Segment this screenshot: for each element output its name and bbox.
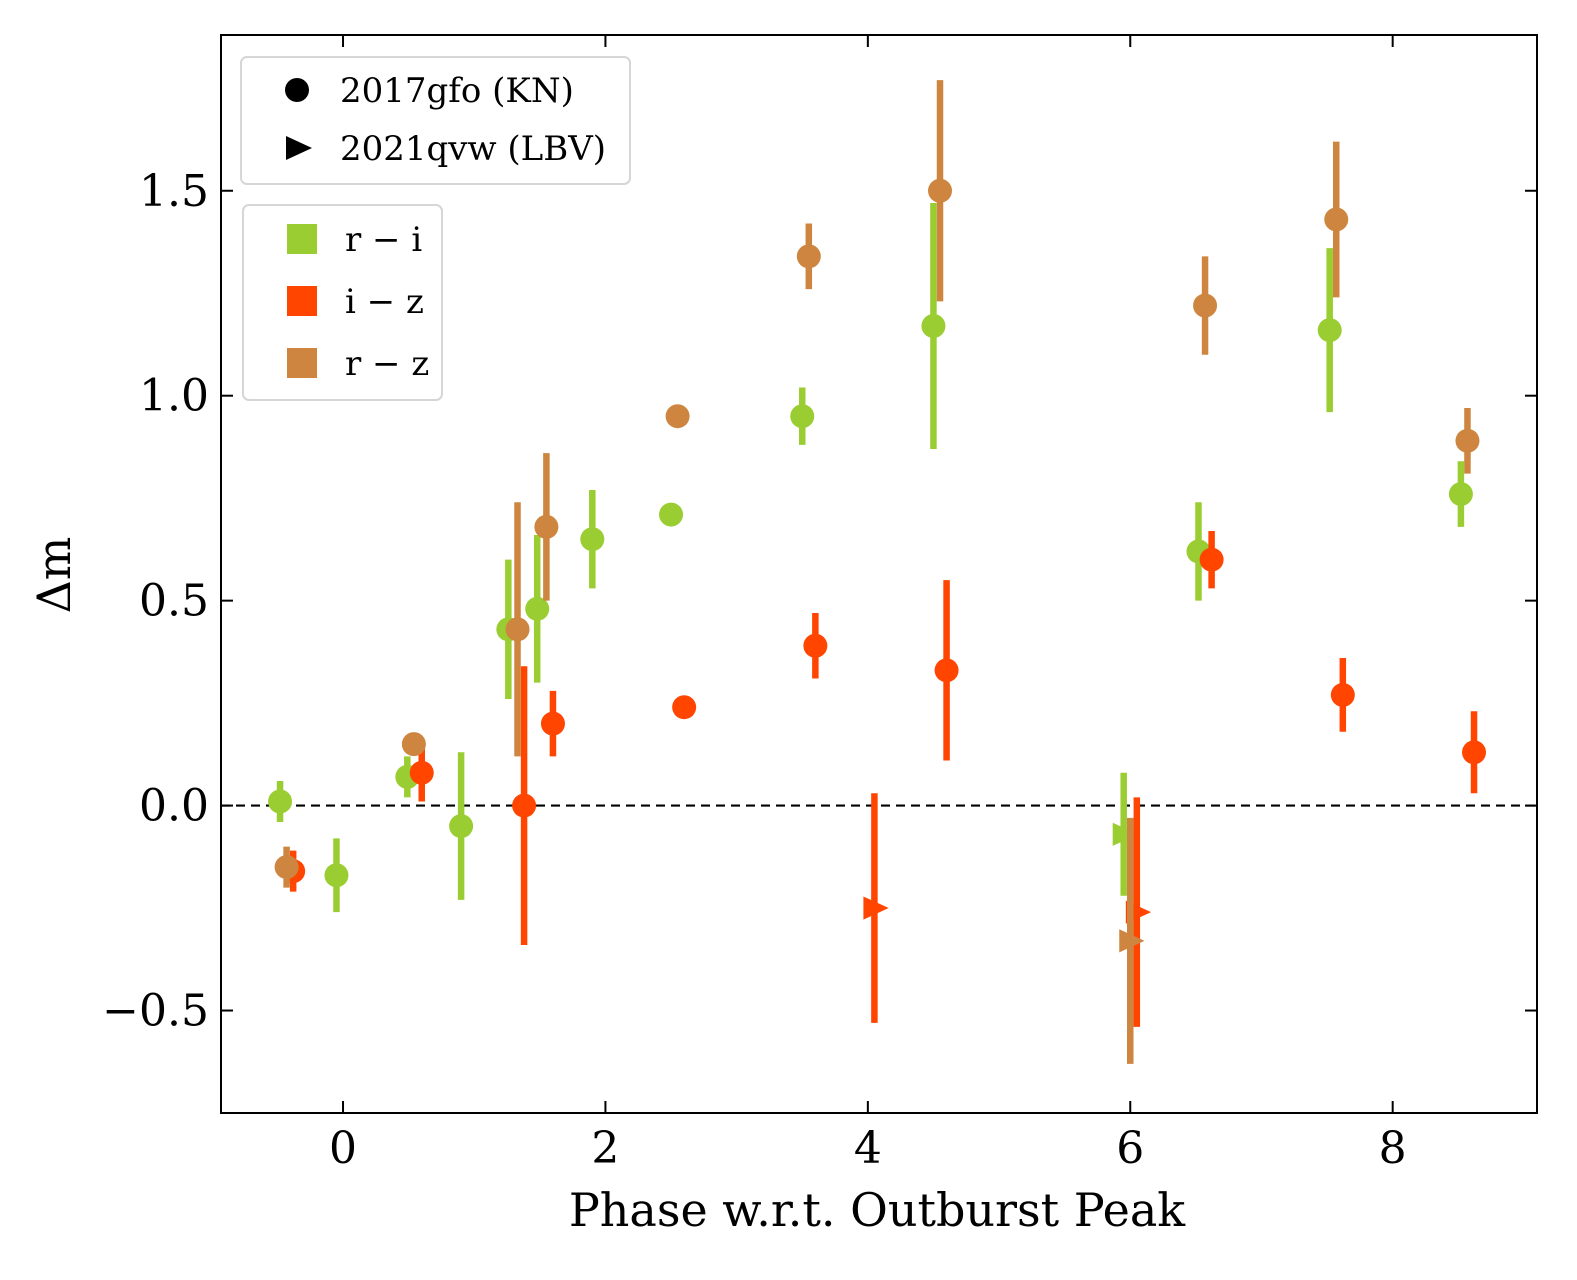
data-point-circle bbox=[1448, 482, 1473, 507]
axes-frame bbox=[220, 34, 1538, 1114]
data-point-circle bbox=[449, 814, 474, 839]
data-point-circle bbox=[659, 502, 684, 527]
data-point-circle bbox=[1462, 740, 1487, 765]
legend-objects: 2017gfo (KN) 2021qvw (LBV) bbox=[240, 56, 631, 185]
y-tick-label: 1.5 bbox=[139, 166, 209, 217]
y-axis-title: Δm bbox=[27, 537, 81, 614]
legend-color-swatch bbox=[287, 348, 317, 378]
legend-color-swatch bbox=[287, 224, 317, 254]
series-3 bbox=[274, 80, 1480, 1064]
legend-colors-label: r − i bbox=[345, 220, 422, 260]
data-point-circle bbox=[1324, 207, 1349, 232]
y-tick-label: 0.5 bbox=[139, 576, 209, 627]
legend-colors-label: i − z bbox=[345, 282, 424, 322]
data-point-circle bbox=[409, 760, 434, 785]
legend-objects-box bbox=[240, 56, 631, 185]
legend-colors: r − i i − z r − z bbox=[242, 204, 443, 401]
y-tick-label: 0.0 bbox=[139, 781, 209, 832]
data-point-circle bbox=[580, 527, 605, 552]
x-tick-label: 0 bbox=[329, 1123, 357, 1174]
x-tick-label: 2 bbox=[591, 1123, 619, 1174]
plot-area bbox=[221, 80, 1537, 1064]
data-point-circle bbox=[796, 244, 821, 269]
legend-color-swatch bbox=[287, 286, 317, 316]
legend-objects-label: 2017gfo (KN) bbox=[340, 71, 574, 111]
data-point-circle bbox=[934, 658, 959, 683]
data-point-circle bbox=[1193, 293, 1218, 318]
data-point-circle bbox=[1455, 428, 1480, 453]
y-tick-label: −0.5 bbox=[102, 986, 209, 1037]
data-point-circle bbox=[1317, 318, 1342, 343]
data-point-circle bbox=[534, 514, 559, 539]
legend-marker-triangle bbox=[286, 136, 312, 160]
data-point-triangle bbox=[863, 896, 889, 920]
legend-objects-label: 2021qvw (LBV) bbox=[340, 129, 606, 169]
legend-layer: 2017gfo (KN) 2021qvw (LBV) r − i i − z r − z bbox=[240, 56, 631, 401]
x-tick-label: 4 bbox=[854, 1123, 882, 1174]
data-point-circle bbox=[512, 793, 537, 818]
data-point-circle bbox=[268, 789, 293, 814]
data-point-circle bbox=[540, 711, 565, 736]
legend-marker-circle bbox=[285, 78, 309, 102]
data-point-circle bbox=[1330, 682, 1355, 707]
data-point-circle bbox=[505, 617, 530, 642]
x-tick-label: 6 bbox=[1116, 1123, 1144, 1174]
data-point-circle bbox=[525, 596, 550, 621]
y-tick-label: 1.0 bbox=[139, 371, 209, 422]
data-point-triangle bbox=[1112, 822, 1138, 846]
data-point-circle bbox=[401, 732, 426, 757]
data-point-circle bbox=[928, 178, 953, 203]
data-point-circle bbox=[274, 855, 299, 880]
data-point-circle bbox=[790, 404, 815, 429]
legend-colors-label: r − z bbox=[345, 344, 429, 384]
x-tick-label: 8 bbox=[1379, 1123, 1407, 1174]
data-point-circle bbox=[665, 404, 690, 429]
data-point-circle bbox=[324, 863, 349, 888]
data-point-circle bbox=[672, 695, 697, 720]
data-point-circle bbox=[1199, 547, 1224, 572]
axes: 0 2 4 6 8 −0.5 0.0 0.5 1.0 1.5 bbox=[102, 34, 1538, 1174]
data-point-circle bbox=[921, 314, 946, 339]
data-point-triangle bbox=[1119, 929, 1145, 953]
x-axis-title: Phase w.r.t. Outburst Peak bbox=[569, 1183, 1186, 1237]
data-point-circle bbox=[803, 633, 828, 658]
series-2 bbox=[281, 530, 1487, 1027]
